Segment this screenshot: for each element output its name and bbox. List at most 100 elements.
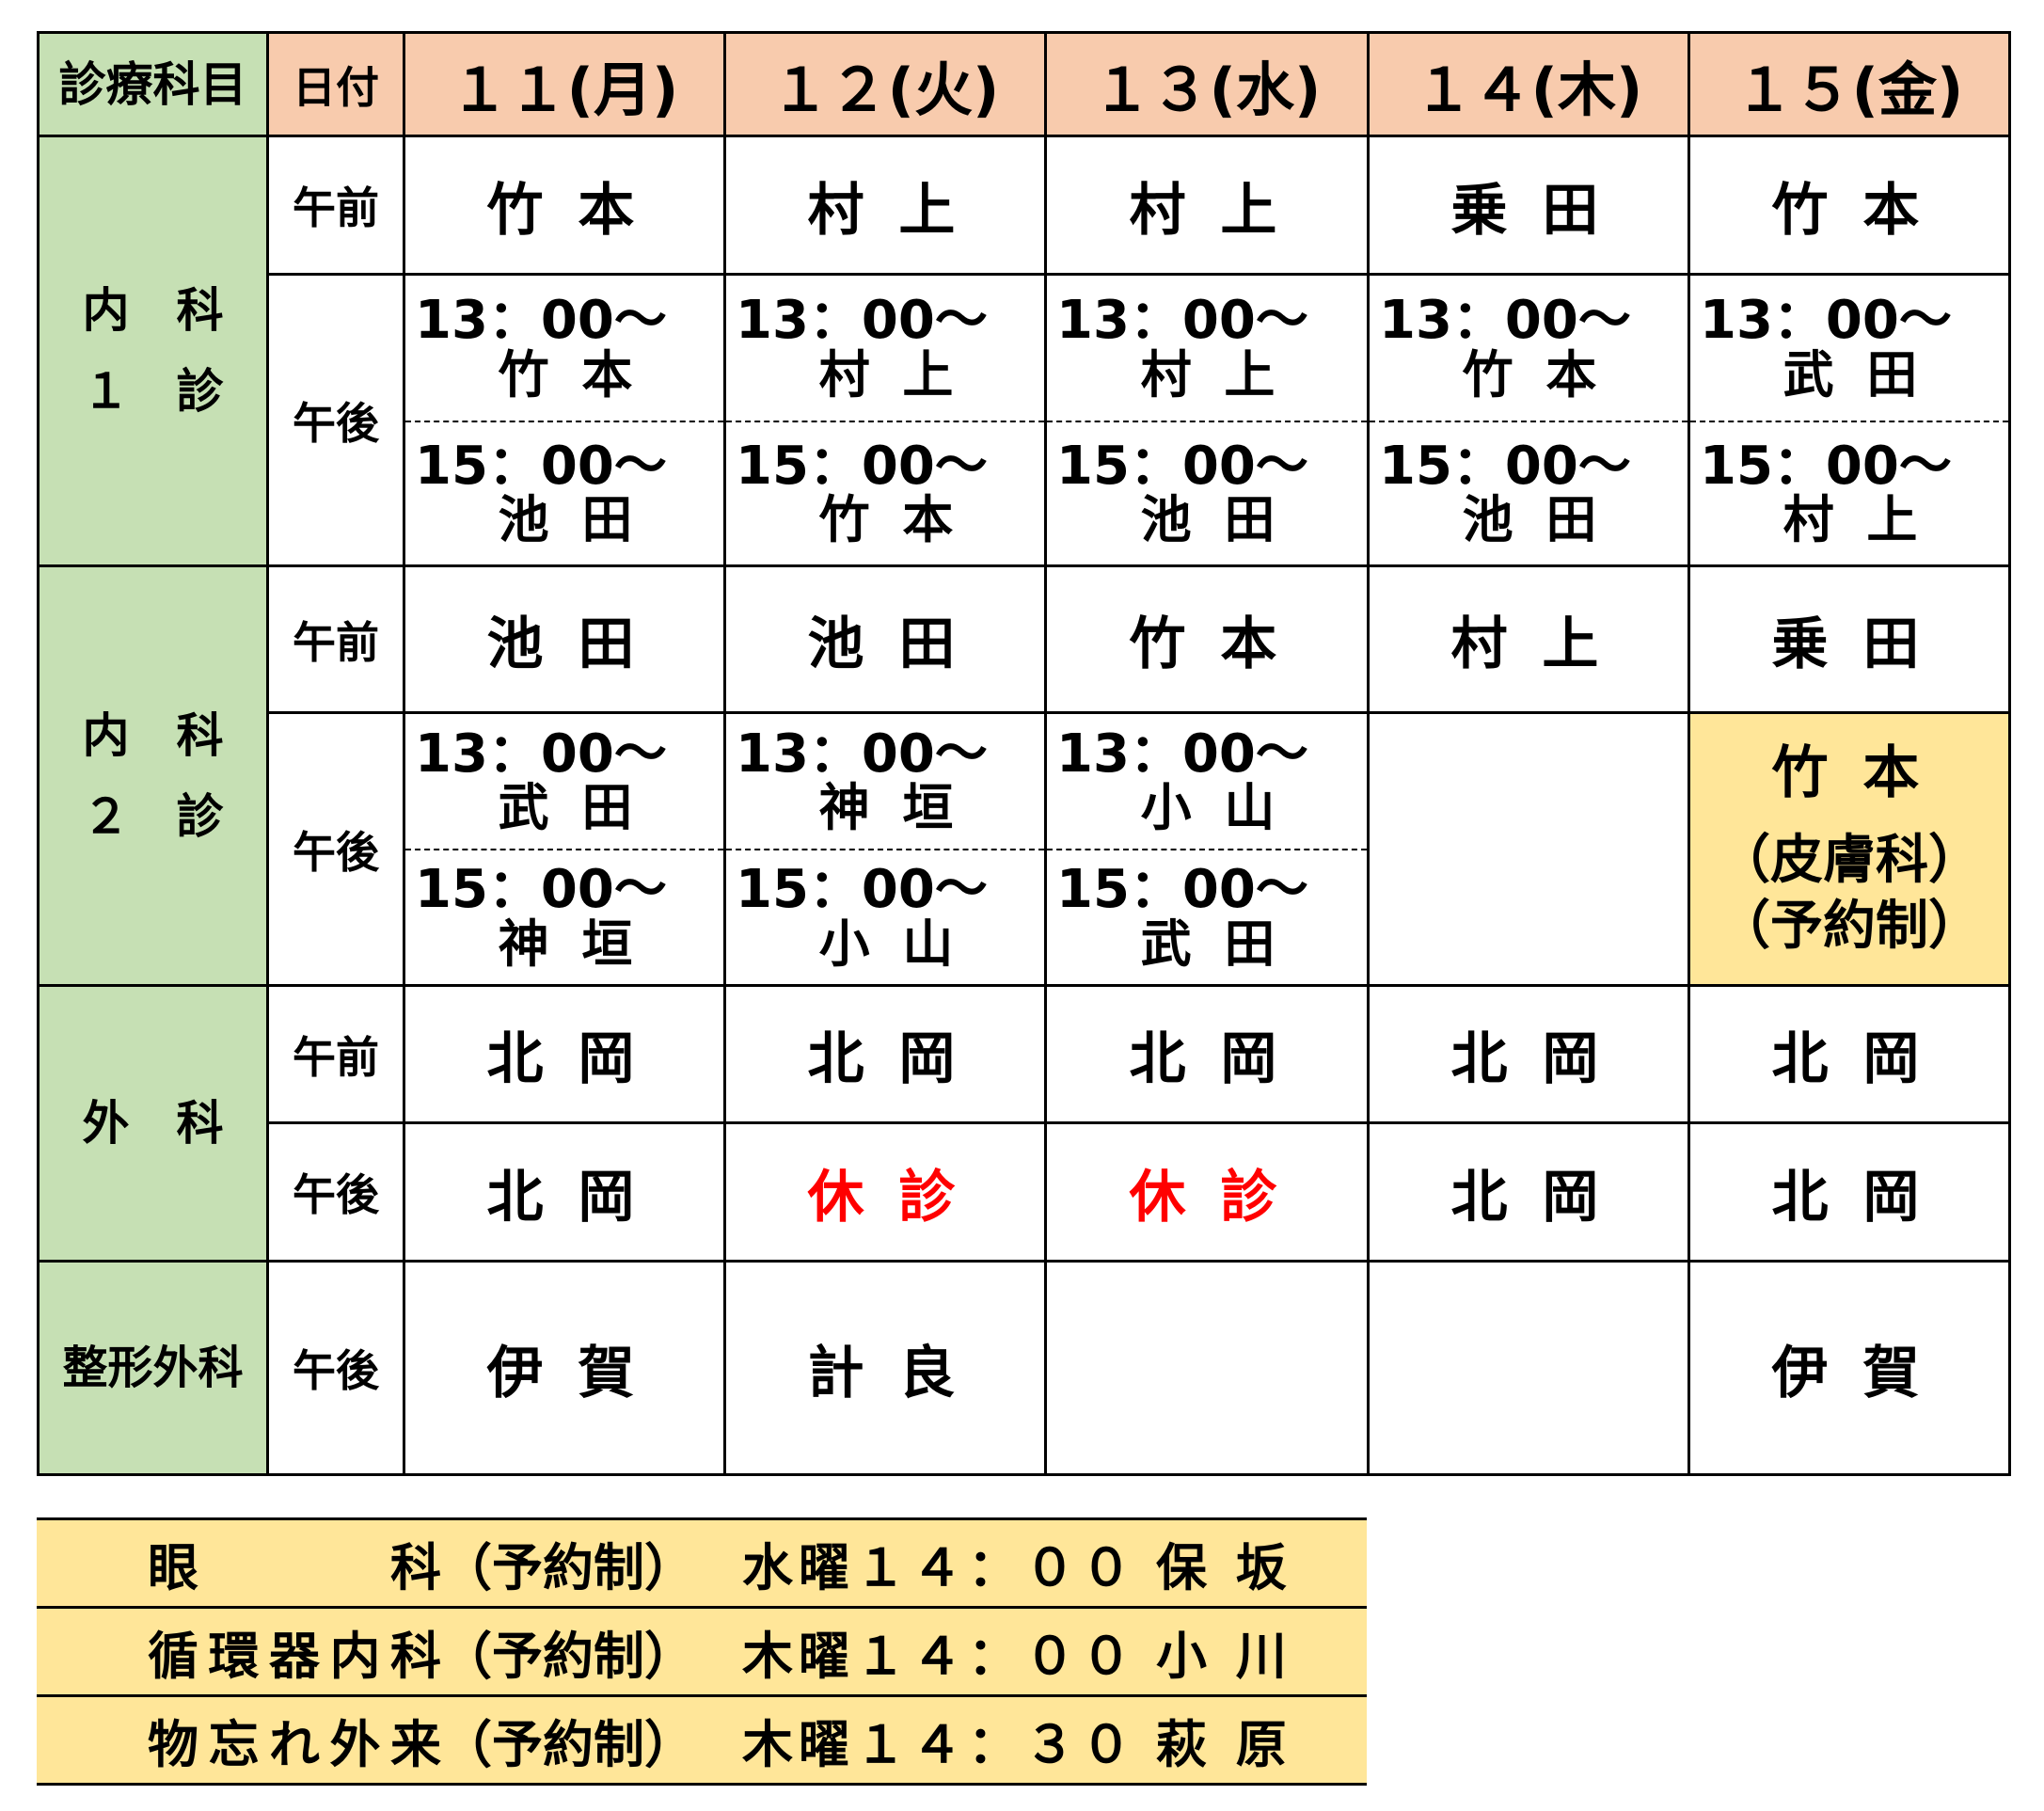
slot-time: 13：00～ — [1056, 723, 1308, 785]
slot-doctor: 竹 本 — [498, 344, 641, 405]
doctor-cell: 北 岡 — [723, 984, 1047, 1124]
doctor-cell: 乗 田 — [1687, 564, 2011, 714]
specialty-note: （皮膚科） — [1718, 830, 1981, 891]
period-am: 午前 — [266, 984, 405, 1124]
slot-doctor: 池 田 — [498, 490, 641, 550]
day-header: １１(月) — [403, 31, 726, 137]
doctor-name: 竹 本 — [1771, 740, 1927, 806]
doctor-cell: 伊 賀 — [1687, 1260, 2011, 1476]
slot-doctor: 武 田 — [1140, 913, 1283, 974]
slot-time: 15：00～ — [736, 859, 988, 920]
slot-time: 15：00～ — [415, 435, 667, 497]
clinic-doctor: 萩 原 — [1156, 1694, 1367, 1786]
dept-label: 内 科 １ 診 — [37, 135, 269, 567]
slot-doctor: 竹 本 — [818, 490, 961, 550]
pm-row: 午後北 岡休 診休 診北 岡北 岡 — [39, 1121, 2011, 1263]
time-slot-cell: 15：00～神 垣 — [403, 848, 726, 987]
empty-cell — [1367, 711, 1690, 987]
am-row: 外 科午前北 岡北 岡北 岡北 岡北 岡 — [37, 984, 2011, 1263]
closed-cell: 休 診 — [1044, 1121, 1370, 1263]
dept-line: １ 診 — [82, 364, 224, 419]
clinic-doctor: 保 坂 — [1156, 1517, 1367, 1609]
time-slot-cell: 13：00～竹 本 — [403, 273, 726, 422]
appointment-clinics-table: 眼 科（予約制） 水曜１４：００ 保 坂循環器内科 （予約制） 木曜１４：００ 小 川物忘… — [37, 1517, 1367, 1786]
reservation-note: （予約制） — [441, 1694, 742, 1786]
doctor-cell: 竹 本 — [403, 135, 726, 276]
period-pm: 午後 — [266, 273, 405, 567]
time-slot-cell: 13：00～竹 本 — [1367, 273, 1690, 422]
slot-doctor: 村 上 — [1783, 490, 1925, 550]
pm-row: 午後 13：00～武 田 13：00～神 垣 13：00～小 山竹 本（皮膚科） （予約… — [39, 711, 2011, 987]
time-slot-cell: 13：00～村 上 — [1044, 273, 1370, 422]
doctor-cell: 村 上 — [1044, 135, 1370, 276]
doctor-cell: 北 岡 — [1367, 984, 1690, 1124]
time-slot-cell: 13：00～武 田 — [403, 711, 726, 850]
doctor-cell: 計 良 — [723, 1260, 1047, 1476]
time-slot-cell: 15：00～池 田 — [1367, 420, 1690, 567]
period-pm: 午後 — [266, 1121, 405, 1263]
time-slot-cell: 13：00～村 上 — [723, 273, 1047, 422]
slot-doctor: 小 山 — [1140, 778, 1283, 838]
time-slot-cell: 15：00～竹 本 — [723, 420, 1047, 567]
slot-time: 13：00～ — [1056, 290, 1308, 351]
pm-row: 15：00～神 垣 15：00～小 山 15：00～武 田 — [39, 848, 2010, 987]
doctor-cell: 北 岡 — [1367, 1121, 1690, 1263]
time-slot-cell: 15：00～小 山 — [723, 848, 1047, 987]
slot-time: 13：00～ — [1379, 290, 1631, 351]
doctor-cell: 池 田 — [403, 564, 726, 714]
doctor-cell: 北 岡 — [403, 1121, 726, 1263]
slot-time: 15：00～ — [1056, 859, 1308, 920]
day-header: １５(金) — [1687, 31, 2011, 137]
doctor-cell — [1367, 1260, 1690, 1476]
slot-time: 13：00～ — [415, 723, 667, 785]
doctor-cell: 竹 本 — [1044, 564, 1370, 714]
pm-row: 午後 13：00～竹 本 13：00～村 上 13：00～村 上 13：00～竹 本 13… — [39, 273, 2011, 567]
slot-doctor: 武 田 — [1783, 344, 1925, 405]
dept-line: 内 科 — [82, 283, 224, 338]
period-am: 午前 — [266, 135, 405, 276]
slot-time: 13：00～ — [415, 290, 667, 351]
header-row: 診療科目 日付 １１(月) １２(火) １３(水) １４(木) １５(金) — [37, 31, 2011, 137]
doctor-cell: 北 岡 — [1687, 984, 2011, 1124]
slot-time: 13：00～ — [736, 290, 988, 351]
clinic-row: 循環器内科 （予約制） 木曜１４：００ 小 川 — [37, 1606, 1367, 1697]
time-slot-cell: 15：00～池 田 — [1044, 420, 1370, 567]
slot-time: 15：00～ — [1700, 435, 1952, 497]
dept-label: 内 科 ２ 診 — [37, 564, 269, 987]
slot-time: 15：00～ — [736, 435, 988, 497]
day-header: １４(木) — [1367, 31, 1690, 137]
time-slot-cell: 15：00～村 上 — [1687, 420, 2011, 567]
slot-doctor: 村 上 — [1140, 344, 1283, 405]
clinic-name: 眼 科 — [148, 1517, 441, 1609]
period-am: 午前 — [266, 564, 405, 714]
period-pm: 午後 — [266, 1260, 405, 1476]
slot-doctor: 武 田 — [498, 778, 641, 838]
slot-time: 15：00～ — [1379, 435, 1631, 497]
clinic-schedule: 木曜１４：３０ — [742, 1694, 1156, 1786]
slot-doctor: 池 田 — [1462, 490, 1605, 550]
time-slot-cell: 13：00～小 山 — [1044, 711, 1370, 850]
reservation-note: （予約制） — [441, 1606, 742, 1697]
doctor-cell: 竹 本 — [1687, 135, 2011, 276]
closed-cell: 休 診 — [723, 1121, 1047, 1263]
dept-header: 診療科目 — [37, 31, 269, 137]
slot-doctor: 竹 本 — [1462, 344, 1605, 405]
time-slot-cell: 13：00～神 垣 — [723, 711, 1047, 850]
slot-doctor: 神 垣 — [818, 778, 961, 838]
dermatology-cell: 竹 本 （皮膚科） （予約制） — [1687, 711, 2011, 987]
slot-time: 15：00～ — [415, 859, 667, 920]
doctor-cell: 池 田 — [723, 564, 1047, 714]
day-header: １２(火) — [723, 31, 1047, 137]
clinic-name: 物忘れ外来 — [148, 1694, 441, 1786]
clinic-schedule: 木曜１４：００ — [742, 1606, 1156, 1697]
slot-doctor: 池 田 — [1140, 490, 1283, 550]
slot-doctor: 村 上 — [818, 344, 961, 405]
reservation-note: （予約制） — [1718, 896, 1981, 957]
reservation-note: （予約制） — [441, 1517, 742, 1609]
doctor-cell: 伊 賀 — [403, 1260, 726, 1476]
dept-line: ２ 診 — [82, 788, 224, 844]
dept-line: 外 科 — [82, 1096, 224, 1151]
slot-time: 15：00～ — [1056, 435, 1308, 497]
clinic-row: 物忘れ外来 （予約制） 木曜１４：３０ 萩 原 — [37, 1694, 1367, 1786]
